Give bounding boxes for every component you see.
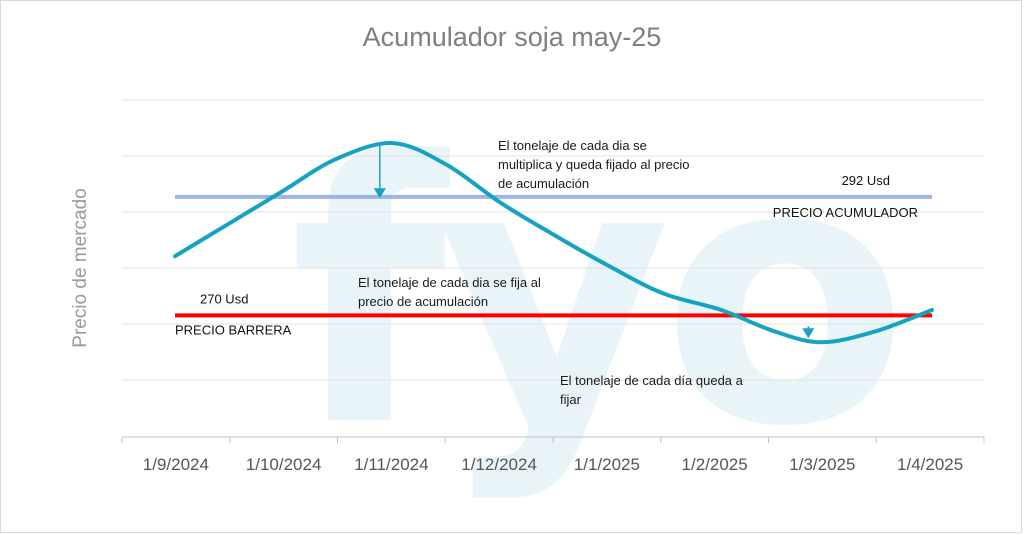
- x-axis: 1/9/2024 1/10/2024 1/11/2024 1/12/2024 1/1/2…: [121, 436, 985, 474]
- reference-line-value: 292 Usd: [842, 173, 890, 188]
- series-group: [173, 141, 934, 345]
- annotation-line: de acumulación: [498, 176, 589, 191]
- arrow: [373, 143, 386, 199]
- arrows-group: [373, 143, 815, 339]
- annotation: El tonelaje de cada día queda a fijar: [560, 373, 744, 407]
- gridlines: [122, 99, 984, 381]
- x-tick-label: 1/3/2025: [789, 455, 855, 474]
- x-tick-label: 1/12/2024: [461, 455, 537, 474]
- series-line: [173, 141, 934, 345]
- x-tick-label: 1/1/2025: [574, 455, 640, 474]
- x-tick-label: 1/2/2025: [682, 455, 748, 474]
- annotation: El tonelaje de cada dia se multiplica y q…: [498, 138, 690, 191]
- annotation-line: El tonelaje de cada dia se: [498, 138, 647, 153]
- reference-line-name: PRECIO BARRERA: [175, 322, 292, 337]
- x-tick-label: 1/4/2025: [897, 455, 963, 474]
- arrow: [802, 326, 815, 339]
- annotation-line: multiplica y queda fijado al precio: [498, 157, 690, 172]
- reference-line-name: PRECIO ACUMULADOR: [773, 205, 918, 220]
- annotation-line: El tonelaje de cada día queda a: [560, 373, 744, 388]
- reference-line-value: 270 Usd: [200, 291, 248, 306]
- x-tick-label: 1/11/2024: [354, 455, 428, 474]
- chart-title: Acumulador soja may-25: [363, 22, 662, 52]
- annotation: El tonelaje de cada dia se fija al precio…: [358, 275, 541, 309]
- annotation-line: fijar: [560, 392, 582, 407]
- annotation-line: El tonelaje de cada dia se fija al: [358, 275, 541, 290]
- x-tick-label: 1/9/2024: [143, 455, 209, 474]
- x-tick-label: 1/10/2024: [246, 455, 322, 474]
- annotation-line: precio de acumulación: [358, 294, 488, 309]
- y-axis-label: Precio de mercado: [70, 188, 91, 347]
- annotations-group: El tonelaje de cada dia se multiplica y q…: [358, 138, 744, 407]
- reference-lines: PRECIO ACUMULADOR 292 Usd PRECIO BARRERA 27…: [175, 173, 932, 337]
